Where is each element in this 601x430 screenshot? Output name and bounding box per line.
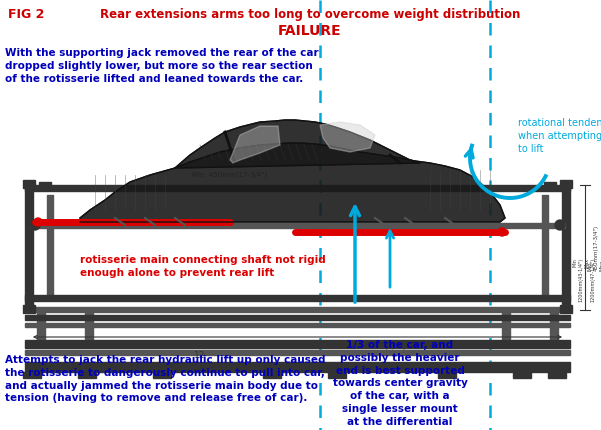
Bar	[560, 305, 572, 313]
Bar	[25, 362, 570, 372]
Text: Min
450mm(17-3/4")
Max
960mm(37-7/8"): Min 450mm(17-3/4") Max 960mm(37-7/8")	[588, 224, 601, 270]
Text: rotisserie main connecting shaft not rigid
enough alone to prevent rear lift: rotisserie main connecting shaft not rig…	[80, 255, 326, 278]
Bar	[25, 350, 570, 355]
Text: Min  450mm(17-3/4"): Min 450mm(17-3/4")	[192, 172, 267, 178]
Bar	[23, 372, 41, 378]
Bar	[542, 195, 548, 300]
Text: Min
1200mm(43-1/4")
Max
1200mm(47-1/4"): Min 1200mm(43-1/4") Max 1200mm(47-1/4")	[573, 258, 595, 302]
Circle shape	[498, 228, 506, 236]
Bar	[263, 372, 281, 378]
Bar	[30, 223, 565, 228]
Polygon shape	[230, 126, 280, 163]
Text: FIG 2: FIG 2	[8, 8, 44, 21]
Bar	[78, 372, 96, 378]
Text: 1/3 of the car, and
possibly the heavier
end is best supported
towards center gr: 1/3 of the car, and possibly the heavier…	[332, 340, 468, 430]
Bar	[25, 295, 570, 301]
Bar	[47, 195, 53, 300]
Bar	[562, 185, 570, 310]
Bar	[25, 340, 570, 348]
Text: FAILURE: FAILURE	[278, 24, 342, 38]
Bar	[23, 180, 35, 188]
Bar	[25, 185, 570, 191]
Circle shape	[555, 220, 565, 230]
Bar	[548, 372, 566, 378]
Text: With the supporting jack removed the rear of the car
dropped slightly lower, but: With the supporting jack removed the rea…	[5, 48, 319, 84]
Bar	[153, 372, 171, 378]
Bar	[560, 180, 572, 188]
Text: Attempts to jack the rear hydraulic lift up only caused
the rotisserie to danger: Attempts to jack the rear hydraulic lift…	[5, 355, 326, 403]
Bar	[39, 182, 51, 188]
Bar	[85, 312, 93, 340]
Circle shape	[34, 218, 42, 226]
Bar	[513, 372, 531, 378]
Text: 12: 12	[194, 351, 206, 360]
Bar	[438, 372, 456, 378]
Text: Min 3150mm: Min 3150mm	[172, 341, 228, 350]
Circle shape	[30, 220, 40, 230]
Bar	[25, 307, 570, 312]
Polygon shape	[320, 122, 375, 152]
Bar	[37, 312, 45, 340]
Polygon shape	[175, 120, 420, 168]
Bar	[25, 323, 570, 327]
Polygon shape	[80, 143, 505, 222]
Bar	[544, 182, 556, 188]
Bar	[502, 312, 510, 340]
Text: rotational tendency
when attempting
to lift: rotational tendency when attempting to l…	[518, 118, 601, 154]
Bar	[328, 372, 346, 378]
Bar	[25, 315, 570, 320]
Bar	[23, 305, 35, 313]
Text: Rear extensions arms too long to overcome weight distribution: Rear extensions arms too long to overcom…	[100, 8, 520, 21]
Text: (1/4"): (1/4")	[384, 342, 406, 351]
Bar	[550, 312, 558, 340]
Bar	[25, 185, 33, 310]
